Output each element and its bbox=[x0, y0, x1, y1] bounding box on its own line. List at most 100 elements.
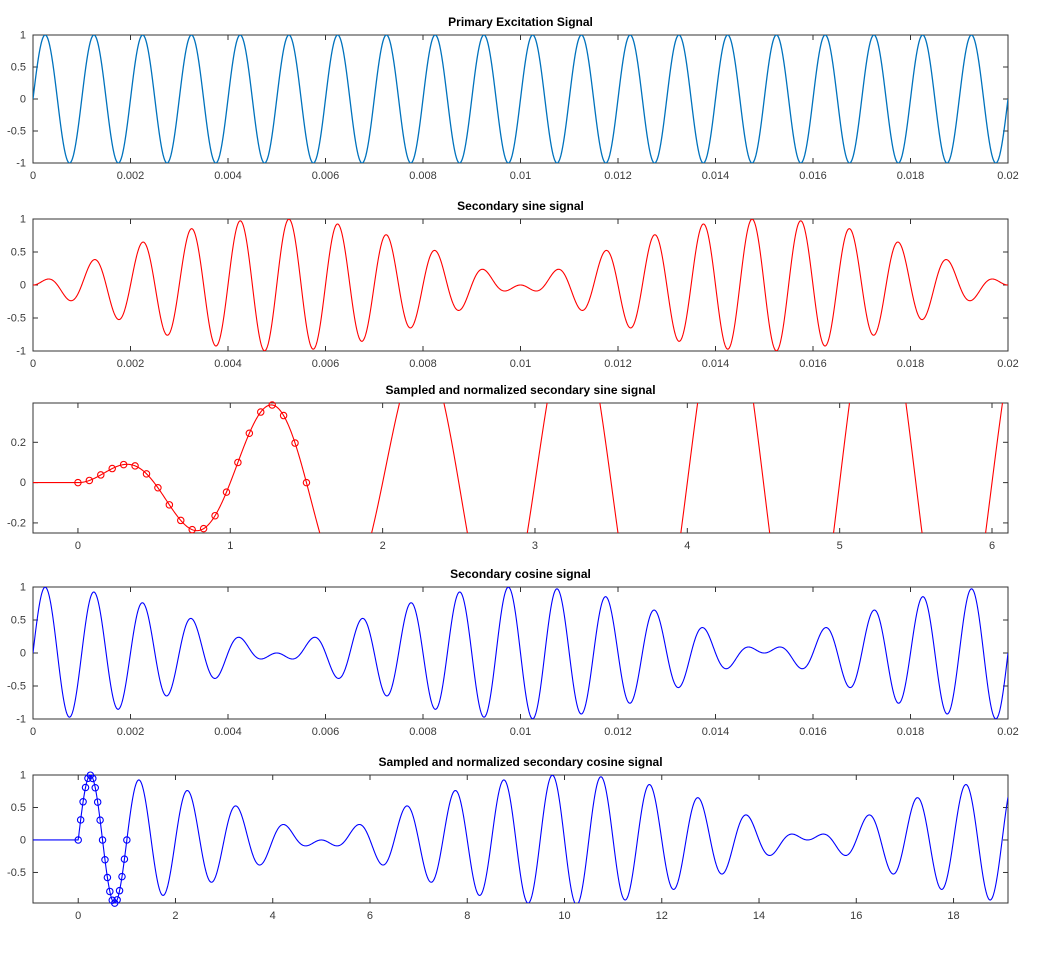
sample-marker bbox=[74, 478, 82, 487]
subplot-1: 0 0.002 0.004 0.006 0.008 0.01 0.012 0.014 0.016… bbox=[7, 30, 1019, 183]
x-tick-label: 0.01 bbox=[510, 358, 531, 370]
sample-marker bbox=[131, 462, 139, 470]
x-tick-label: 6 bbox=[367, 910, 373, 922]
x-tick-label: 0.008 bbox=[409, 726, 437, 738]
y-tick-label: 0 bbox=[20, 280, 26, 292]
sample-marker bbox=[96, 816, 104, 824]
sample-marker bbox=[103, 873, 112, 882]
x-tick-label: 0.02 bbox=[997, 170, 1018, 182]
y-tick-label: -0.5 bbox=[7, 867, 26, 879]
x-tick-label: 10 bbox=[558, 910, 570, 922]
x-tick-label: 0.018 bbox=[897, 726, 925, 738]
sample-marker bbox=[97, 471, 105, 479]
subplot-5-title: Sampled and normalized secondary cosine … bbox=[378, 755, 663, 769]
x-tick-label: 1 bbox=[227, 540, 233, 552]
y-tick-label: -0.5 bbox=[7, 313, 26, 325]
y-tick-label: 0 bbox=[20, 834, 26, 846]
x-tick-label: 6 bbox=[989, 540, 995, 552]
x-tick-label: 0.002 bbox=[117, 358, 145, 370]
sample-marker bbox=[222, 488, 231, 496]
subplot-3: 0 1 2 3 4 5 6 0.2 0 -0.2 bbox=[7, 401, 1009, 552]
x-tick-label: 0.01 bbox=[510, 726, 531, 738]
subplot-4: 0 0.002 0.004 0.006 0.008 0.01 0.012 0.014 0.016… bbox=[7, 582, 1019, 739]
x-tick-label: 0.006 bbox=[312, 358, 340, 370]
sample-marker bbox=[89, 774, 97, 783]
sample-marker bbox=[85, 476, 94, 485]
axes-box bbox=[32, 774, 1009, 904]
signal-line bbox=[33, 587, 1008, 719]
x-tick-label: 0.016 bbox=[799, 170, 827, 182]
y-tick-label: 0.5 bbox=[11, 247, 26, 259]
y-tick-label: 1 bbox=[20, 30, 26, 42]
x-tick-label: 0.006 bbox=[312, 170, 340, 182]
x-tick-label: 0.02 bbox=[997, 726, 1018, 738]
sample-marker bbox=[154, 484, 162, 492]
x-tick-label: 18 bbox=[947, 910, 959, 922]
sample-marker bbox=[291, 439, 299, 447]
x-tick-label: 0.014 bbox=[702, 170, 730, 182]
y-tick-label: -1 bbox=[16, 714, 26, 726]
x-tick-label: 0.004 bbox=[214, 358, 242, 370]
sample-marker bbox=[142, 470, 151, 478]
x-tick-label: 0 bbox=[30, 726, 36, 738]
x-tick-label: 0.008 bbox=[409, 358, 437, 370]
x-tick-label: 0.002 bbox=[117, 726, 145, 738]
sample-marker bbox=[177, 516, 185, 525]
y-tick-label: -0.5 bbox=[7, 126, 26, 138]
x-tick-label: 0.016 bbox=[799, 358, 827, 370]
x-tick-label: 4 bbox=[684, 540, 690, 552]
y-tick-label: 0.5 bbox=[11, 802, 26, 814]
x-tick-label: 12 bbox=[656, 910, 668, 922]
x-tick-label: 0.012 bbox=[604, 358, 632, 370]
sample-marker bbox=[106, 887, 114, 896]
x-tick-label: 2 bbox=[380, 540, 386, 552]
sample-marker bbox=[115, 886, 124, 895]
y-tick-label: 1 bbox=[20, 214, 26, 226]
sample-marker bbox=[101, 855, 109, 864]
x-tick-label: 0.004 bbox=[214, 170, 242, 182]
x-tick-label: 0.01 bbox=[510, 170, 531, 182]
y-tick-label: 1 bbox=[20, 770, 26, 782]
subplot-1-title: Primary Excitation Signal bbox=[448, 15, 593, 29]
sample-marker bbox=[188, 525, 196, 534]
signal-line bbox=[33, 775, 1008, 903]
x-tick-label: 0.012 bbox=[604, 726, 632, 738]
sample-marker bbox=[211, 511, 219, 520]
x-tick-label: 0 bbox=[75, 910, 81, 922]
sample-marker bbox=[119, 460, 128, 469]
sample-marker bbox=[74, 836, 82, 844]
y-tick-label: 1 bbox=[20, 582, 26, 594]
sample-marker bbox=[123, 836, 131, 844]
subplot-4-title: Secondary cosine signal bbox=[450, 567, 591, 581]
sample-marker bbox=[98, 836, 107, 844]
sample-marker bbox=[268, 401, 276, 409]
y-tick-label: -1 bbox=[16, 346, 26, 358]
x-tick-label: 5 bbox=[837, 540, 843, 552]
sample-marker bbox=[256, 408, 265, 416]
y-tick-label: 0.5 bbox=[11, 62, 26, 74]
sample-marker bbox=[120, 855, 129, 863]
signal-line bbox=[33, 403, 1004, 533]
x-tick-label: 0.014 bbox=[702, 358, 730, 370]
x-tick-label: 0.002 bbox=[117, 170, 145, 182]
x-tick-label: 3 bbox=[532, 540, 538, 552]
sample-marker bbox=[118, 872, 126, 881]
x-tick-label: 0.006 bbox=[312, 726, 340, 738]
x-tick-label: 0.014 bbox=[702, 726, 730, 738]
sample-marker bbox=[81, 783, 90, 792]
subplot-5: 0 2 4 6 8 10 12 14 16 18 1 0.5 0 -0.5 bbox=[7, 770, 1009, 922]
x-tick-label: 0 bbox=[30, 358, 36, 370]
x-tick-label: 0.008 bbox=[409, 170, 437, 182]
sample-marker bbox=[302, 478, 311, 487]
y-tick-label: -1 bbox=[16, 158, 26, 170]
signal-line bbox=[33, 219, 1008, 351]
sample-marker bbox=[279, 411, 288, 420]
sample-marker bbox=[91, 783, 99, 792]
x-tick-label: 0.012 bbox=[604, 170, 632, 182]
y-tick-label: 0 bbox=[20, 94, 26, 106]
subplot-3-title: Sampled and normalized secondary sine si… bbox=[385, 383, 656, 397]
x-tick-label: 0.018 bbox=[897, 170, 925, 182]
x-tick-label: 2 bbox=[172, 910, 178, 922]
